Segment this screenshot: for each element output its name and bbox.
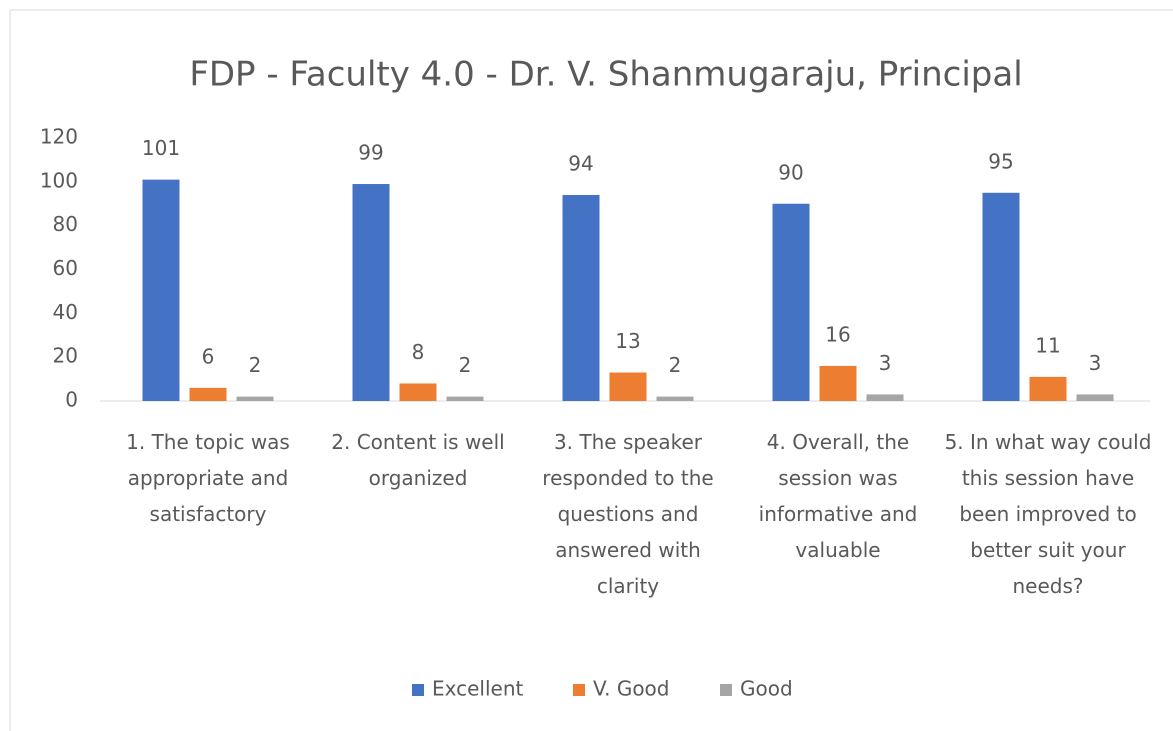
bar [1029, 376, 1067, 401]
y-tick-label: 20 [53, 344, 78, 368]
data-label: 6 [202, 344, 215, 368]
bar [772, 203, 810, 401]
bar [609, 372, 647, 401]
y-tick-label: 120 [40, 125, 78, 149]
data-label: 94 [568, 151, 593, 175]
data-label: 101 [142, 136, 180, 160]
bar [352, 184, 390, 401]
bar [866, 394, 904, 401]
y-tick-label: 60 [53, 256, 78, 280]
bar [142, 179, 180, 401]
data-label: 90 [778, 160, 803, 184]
data-label: 16 [825, 322, 850, 346]
x-tick-label: 1. The topic was appropriate and satisfa… [126, 430, 290, 526]
data-label: 8 [412, 340, 425, 364]
legend-label: Excellent [432, 677, 524, 701]
bar [982, 192, 1020, 401]
x-tick-label: 2. Content is well organized [331, 430, 505, 490]
chart-title: FDP - Faculty 4.0 - Dr. V. Shanmugaraju,… [189, 55, 1022, 95]
data-label: 95 [988, 149, 1013, 173]
data-label: 2 [249, 353, 262, 377]
y-tick-label: 100 [40, 168, 78, 192]
data-label: 3 [1089, 351, 1102, 375]
legend-swatch [573, 684, 585, 696]
y-tick-label: 40 [53, 300, 78, 324]
bar [562, 194, 600, 401]
data-label: 13 [615, 329, 640, 353]
x-tick-label: 4. Overall, the session was informative … [758, 430, 918, 562]
y-tick-label: 80 [53, 212, 78, 236]
data-label: 2 [669, 353, 682, 377]
data-label: 3 [879, 351, 892, 375]
bar [1076, 394, 1114, 401]
bar [656, 396, 694, 401]
bar [399, 383, 437, 401]
data-label: 99 [358, 141, 383, 165]
data-label: 2 [459, 353, 472, 377]
y-tick-label: 0 [65, 388, 78, 412]
legend-swatch [412, 684, 424, 696]
bar [819, 365, 857, 401]
x-tick-label: 3. The speaker responded to the question… [542, 430, 714, 598]
legend-label: V. Good [593, 677, 669, 701]
legend-label: Good [740, 677, 793, 701]
legend-swatch [720, 684, 732, 696]
bar [189, 387, 227, 401]
bar [236, 396, 274, 401]
x-tick-label: 5. In what way could this session have b… [944, 430, 1152, 598]
bar [446, 396, 484, 401]
data-label: 11 [1035, 333, 1060, 357]
